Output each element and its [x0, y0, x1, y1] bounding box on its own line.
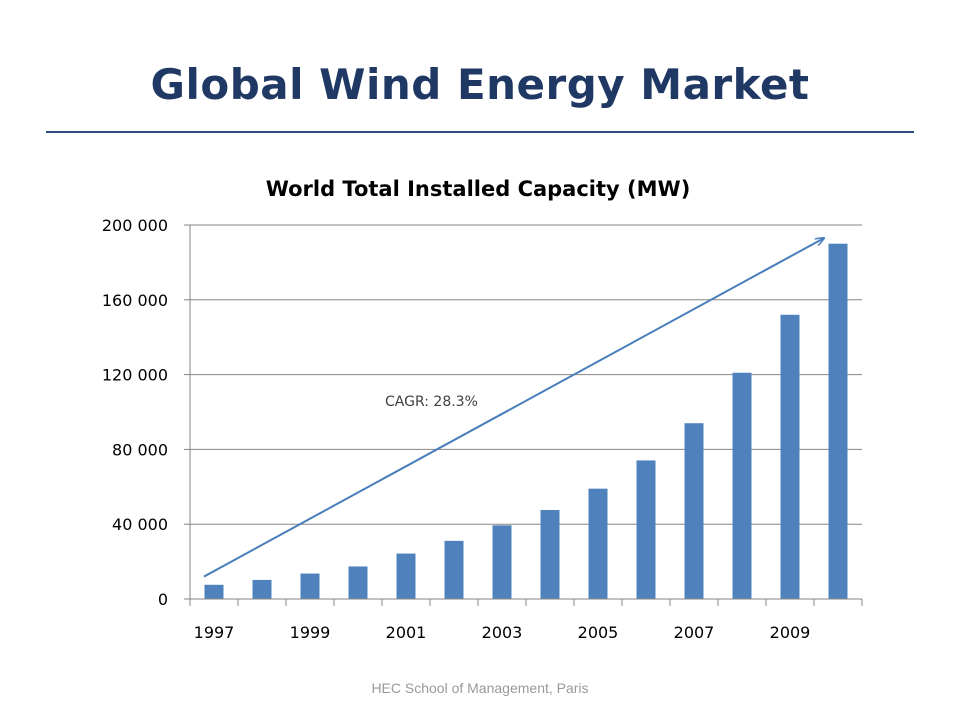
y-tick-label: 40 000: [112, 515, 168, 534]
bars: [204, 243, 848, 599]
y-tick-label: 160 000: [102, 291, 168, 310]
bar-2001: [396, 553, 416, 599]
axes: [184, 224, 863, 606]
x-tick-label: 2007: [674, 623, 715, 642]
x-tick-label: 2005: [578, 623, 619, 642]
bar-2009: [780, 314, 800, 599]
bar-2007: [684, 423, 704, 599]
x-tick-label: 1997: [194, 623, 235, 642]
footer-text: HEC School of Management, Paris: [371, 680, 589, 696]
trend-arrow: [203, 238, 824, 578]
bar-1998: [252, 579, 272, 599]
bar-2008: [732, 372, 752, 599]
gridlines: [190, 224, 862, 525]
y-tick-label: 80 000: [112, 440, 168, 459]
bar-2010: [828, 243, 848, 599]
bar-2003: [492, 525, 512, 599]
bar-2002: [444, 540, 464, 599]
cagr-annotation: CAGR: 28.3%: [385, 394, 478, 410]
bar-1997: [204, 584, 224, 599]
slide-title: Global Wind Energy Market: [150, 60, 810, 109]
bar-2006: [636, 460, 656, 599]
bar-2005: [588, 488, 608, 599]
x-tick-label: 1999: [290, 623, 331, 642]
y-tick-label: 200 000: [102, 216, 168, 235]
x-tick-label: 2003: [482, 623, 523, 642]
bar-2004: [540, 509, 560, 599]
y-tick-label: 120 000: [102, 366, 168, 385]
x-tick-label: 2001: [386, 623, 427, 642]
title-divider: [46, 131, 914, 133]
bar-2000: [348, 566, 368, 599]
annotations: CAGR: 28.3%: [203, 238, 824, 578]
chart-title: World Total Installed Capacity (MW): [266, 177, 691, 201]
y-tick-label: 0: [158, 590, 168, 609]
x-tick-label: 2009: [770, 623, 811, 642]
bar-1999: [300, 573, 320, 599]
y-axis-tick-labels: 0 40 000 80 000 120 000 160 000 200 000: [102, 216, 168, 609]
x-axis-tick-labels: 1997 1999 2001 2003 2005 2007 2009: [194, 623, 811, 642]
